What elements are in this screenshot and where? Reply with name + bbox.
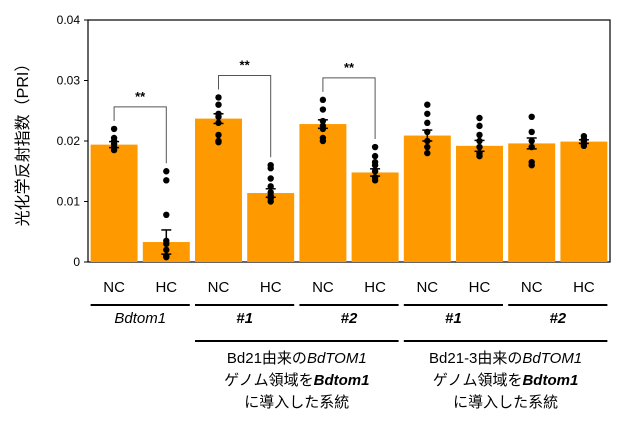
data-point bbox=[476, 131, 483, 139]
bar bbox=[560, 141, 608, 262]
group-label-line: に導入した系統 bbox=[244, 394, 349, 411]
x-tick-label: NC bbox=[208, 279, 230, 296]
data-point bbox=[267, 165, 274, 172]
x-tick-label: NC bbox=[521, 279, 543, 296]
x-tick-label: HC bbox=[155, 279, 177, 296]
pair-label: #2 bbox=[549, 310, 566, 327]
bar bbox=[299, 124, 347, 262]
data-point bbox=[319, 96, 327, 104]
x-tick-label: HC bbox=[260, 279, 282, 296]
significance-label: ** bbox=[135, 89, 146, 104]
bar bbox=[90, 144, 138, 262]
x-tick-label: HC bbox=[573, 279, 595, 296]
significance-label: ** bbox=[240, 57, 251, 72]
x-tick-label: HC bbox=[364, 279, 386, 296]
data-point bbox=[476, 122, 483, 130]
group-label-text: Bd21-3由来の bbox=[429, 350, 522, 367]
group-label-line: ゲノム領域をBdtom1 bbox=[433, 372, 578, 389]
group-label-line: ゲノム領域をBdtom1 bbox=[224, 372, 369, 389]
data-point bbox=[371, 152, 379, 160]
y-tick-label: 0 bbox=[73, 255, 80, 269]
data-point bbox=[163, 168, 170, 175]
group-label-line: に導入した系統 bbox=[453, 394, 558, 411]
data-point bbox=[476, 152, 483, 160]
bar bbox=[403, 135, 451, 262]
significance-bracket bbox=[218, 74, 272, 158]
data-point bbox=[110, 146, 118, 154]
significance-label: ** bbox=[344, 60, 355, 75]
bar bbox=[456, 145, 503, 262]
data-point bbox=[476, 114, 483, 122]
group-label-gene: Bdtom1 bbox=[522, 372, 578, 389]
y-axis-label: 光化学反射指数（PRI） bbox=[14, 56, 32, 227]
data-point bbox=[424, 110, 431, 117]
pair-label: #1 bbox=[445, 310, 462, 327]
data-point bbox=[528, 162, 535, 169]
data-point bbox=[215, 139, 222, 146]
data-point bbox=[267, 183, 274, 190]
data-point bbox=[163, 177, 170, 184]
y-tick-label: 0.02 bbox=[57, 134, 81, 148]
pair-label: #2 bbox=[341, 310, 358, 327]
x-tick-label: HC bbox=[469, 279, 491, 296]
data-point bbox=[371, 177, 379, 184]
x-tick-label: NC bbox=[312, 279, 334, 296]
significance-bracket bbox=[322, 77, 376, 140]
data-point bbox=[267, 175, 274, 182]
y-tick-label: 0.03 bbox=[57, 74, 81, 88]
data-point bbox=[371, 162, 379, 169]
group-label-text: ゲノム領域を bbox=[224, 372, 314, 389]
group-label-gene: Bdtom1 bbox=[314, 372, 370, 389]
group-label-gene: BdTOM1 bbox=[307, 350, 367, 367]
significance-bracket bbox=[113, 106, 167, 164]
data-point bbox=[215, 101, 222, 108]
data-point bbox=[424, 143, 431, 151]
data-point bbox=[215, 131, 222, 139]
x-tick-label: NC bbox=[103, 279, 125, 296]
bar bbox=[351, 172, 399, 262]
data-point bbox=[424, 101, 431, 108]
data-point bbox=[371, 143, 379, 151]
data-point bbox=[528, 113, 535, 121]
group-label-text: に導入した系統 bbox=[453, 394, 558, 411]
group-label-line: Bd21由来のBdTOM1 bbox=[227, 350, 367, 367]
data-point bbox=[163, 253, 170, 261]
data-point bbox=[110, 125, 118, 133]
data-point bbox=[267, 198, 274, 205]
group-label-text: に導入した系統 bbox=[244, 394, 349, 411]
pair-label: Bdtom1 bbox=[114, 310, 166, 327]
data-point bbox=[215, 94, 222, 101]
group-label-text: ゲノム領域を bbox=[433, 372, 523, 389]
data-point bbox=[424, 119, 431, 127]
y-tick-label: 0.01 bbox=[57, 195, 81, 209]
data-point bbox=[528, 128, 535, 136]
group-label-gene: BdTOM1 bbox=[522, 350, 582, 367]
x-tick-label: NC bbox=[416, 279, 438, 296]
pair-label: #1 bbox=[236, 310, 253, 327]
group-label-line: Bd21-3由来のBdTOM1 bbox=[429, 350, 582, 367]
data-point bbox=[319, 106, 327, 113]
data-point bbox=[163, 211, 170, 219]
data-point bbox=[580, 142, 588, 150]
data-point bbox=[424, 149, 431, 157]
y-tick-label: 0.04 bbox=[57, 13, 81, 27]
data-point bbox=[319, 137, 327, 145]
group-label-text: Bd21由来の bbox=[227, 350, 307, 367]
